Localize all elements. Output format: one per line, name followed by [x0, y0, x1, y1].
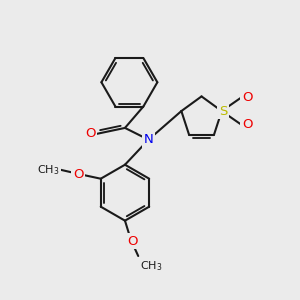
Text: O: O	[85, 127, 96, 140]
Text: O: O	[127, 235, 138, 248]
Text: O: O	[242, 91, 253, 104]
Text: O: O	[73, 168, 83, 181]
Text: CH$_3$: CH$_3$	[140, 259, 162, 273]
Text: O: O	[242, 118, 253, 131]
Text: N: N	[144, 133, 153, 146]
Text: S: S	[219, 105, 227, 118]
Text: CH$_3$: CH$_3$	[37, 163, 59, 177]
